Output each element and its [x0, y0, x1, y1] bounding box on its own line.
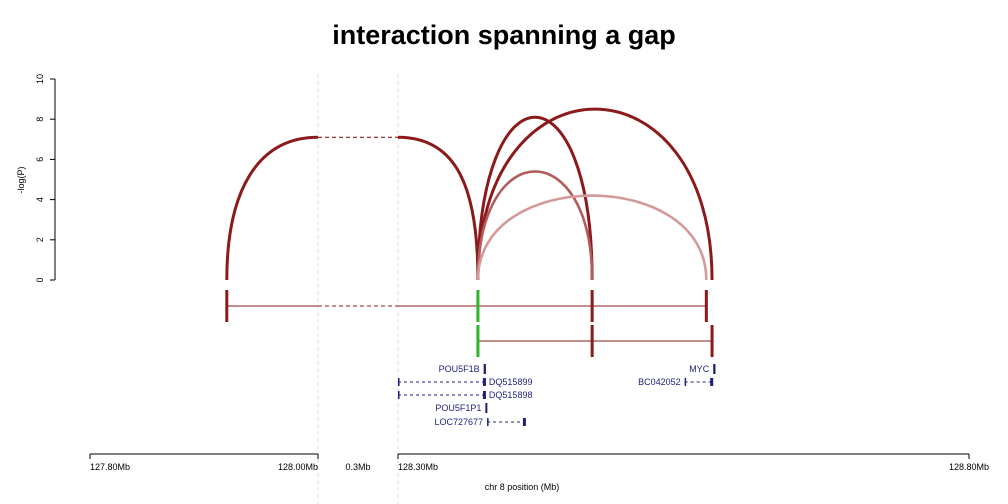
y-tick-label: 6 — [35, 157, 45, 162]
y-axis-title: -log(P) — [16, 166, 26, 193]
gene-label: POU5F1P1 — [435, 403, 481, 413]
gene-pou5f1p1: POU5F1P1 — [435, 403, 488, 413]
x-tick-label: 128.80Mb — [949, 462, 989, 472]
interaction-arcs — [225, 107, 714, 281]
gene-label: BC042052 — [638, 377, 681, 387]
interaction-arc-5 — [476, 194, 708, 281]
x-tick-label: 128.00Mb — [278, 462, 318, 472]
x-axis: 127.80Mb 128.00Mb 0.3Mb 128.30Mb 128.80Mb — [89, 453, 989, 472]
gene-dq515899: DQ515899 — [398, 377, 532, 387]
anchor-track-1 — [225, 290, 708, 322]
x-tick-label: 127.80Mb — [90, 462, 130, 472]
gene-label: DQ515899 — [489, 377, 533, 387]
interaction-arc-1-right — [397, 135, 480, 281]
gene-dq515898: DQ515898 — [398, 390, 532, 400]
interaction-arc-1-left — [225, 135, 319, 281]
gene-exon — [713, 364, 716, 374]
gene-exon — [398, 391, 400, 399]
gene-label: MYC — [689, 364, 710, 374]
gene-exon — [684, 378, 687, 386]
gene-exon — [710, 378, 714, 386]
gene-exon — [485, 403, 488, 413]
y-tick-label: 2 — [35, 237, 45, 242]
interaction-arc-1 — [225, 135, 480, 281]
y-axis: 0 2 4 6 8 10 — [35, 74, 56, 283]
gene-exon — [482, 378, 486, 386]
anchor-track-2 — [476, 325, 714, 357]
x-axis-title: chr 8 position (Mb) — [485, 482, 560, 492]
interaction-arc-3 — [476, 107, 714, 281]
gene-label: POU5F1B — [439, 364, 480, 374]
interaction-arc-2 — [476, 115, 594, 281]
gene-exon — [522, 418, 526, 426]
y-tick-label: 4 — [35, 197, 45, 202]
axis-break-guides — [317, 74, 399, 504]
gene-label: DQ515898 — [489, 390, 533, 400]
gene-exon — [483, 364, 486, 374]
x-tick-label: 128.30Mb — [398, 462, 438, 472]
interaction-arc-4 — [476, 170, 594, 281]
gene-myc: MYC — [689, 364, 716, 374]
y-tick-label: 8 — [35, 117, 45, 122]
chart-title: interaction spanning a gap — [332, 20, 676, 50]
gene-bc042052: BC042052 — [638, 377, 714, 387]
y-tick-label: 0 — [35, 277, 45, 282]
gene-loc727677: LOC727677 — [435, 417, 526, 427]
gene-label: LOC727677 — [435, 417, 484, 427]
anchor-tracks — [225, 290, 714, 357]
gene-exon — [398, 378, 400, 386]
x-tick-label: 0.3Mb — [345, 462, 370, 472]
gene-exon — [487, 418, 489, 426]
y-tick-label: 10 — [35, 74, 45, 84]
gene-exon — [482, 391, 486, 399]
gene-track: POU5F1B MYC DQ515899 BC042052 DQ515898 POU5F1… — [398, 364, 716, 427]
gene-pou5f1b: POU5F1B — [439, 364, 486, 374]
